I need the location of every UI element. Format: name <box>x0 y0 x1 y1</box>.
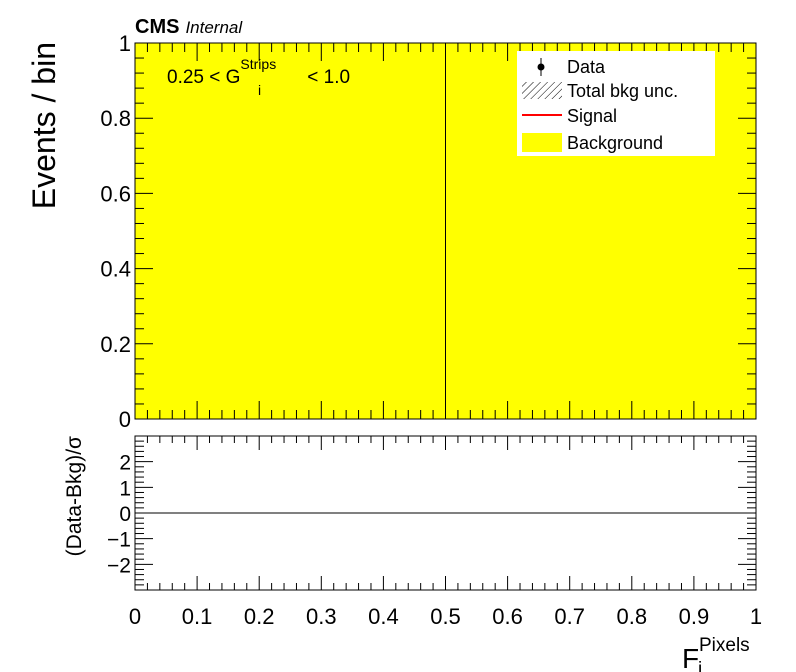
legend-label-background: Background <box>567 133 663 153</box>
cms-label: CMS Internal <box>135 16 243 38</box>
main-axis-ticks <box>134 42 757 420</box>
ratio-y-tick-labels: −2−1 0 12 <box>107 452 131 578</box>
x-tick-label: 1 <box>750 604 762 629</box>
region-label-suffix: < 1.0 <box>302 67 350 88</box>
region-label-superscript: Strips <box>240 56 276 72</box>
ratio-y-tick-label: 1 <box>119 477 131 500</box>
x-axis-title-superscript: Pixels <box>699 635 750 656</box>
data-marker-icon <box>537 63 545 71</box>
x-axis-title-subscript: i <box>698 659 702 672</box>
y-axis-title: Events / bin <box>26 42 62 209</box>
legend-entry-data: Data <box>537 57 606 77</box>
x-tick-label: 0.9 <box>679 604 710 629</box>
ratio-y-tick-label: 0 <box>119 503 131 526</box>
legend-entry-total-bkg-unc: Total bkg unc. <box>522 81 678 101</box>
legend-label-signal: Signal <box>567 106 617 126</box>
ratio-plot-frame <box>134 435 757 591</box>
x-tick-label: 0.8 <box>617 604 648 629</box>
main-plot-frame <box>134 42 757 420</box>
legend-entry-signal: Signal <box>522 106 617 126</box>
hatch-swatch-icon <box>522 82 562 99</box>
x-tick-label: 0.1 <box>182 604 213 629</box>
main-y-tick-label: 1 <box>119 31 131 56</box>
cms-experiment-label: CMS <box>135 16 179 38</box>
x-tick-label: 0.7 <box>554 604 585 629</box>
region-label-prefix: 0.25 < G <box>167 67 240 88</box>
main-y-tick-label: 0 <box>119 407 131 432</box>
main-y-tick-labels: 0 0.2 0.4 0.6 0.8 1 <box>100 31 131 432</box>
ratio-y-tick-label: −2 <box>107 554 131 577</box>
background-swatch-icon <box>522 133 562 152</box>
cms-status-label: Internal <box>185 18 243 37</box>
x-tick-label: 0.6 <box>492 604 523 629</box>
legend-label-data: Data <box>567 57 606 77</box>
main-y-tick-label: 0.2 <box>100 332 131 357</box>
region-label-subscript: i <box>258 82 261 98</box>
ratio-y-tick-label: −1 <box>107 529 131 552</box>
region-label: 0.25 < GStrips i < 1.0 <box>167 56 350 98</box>
ratio-y-tick-label: 2 <box>119 452 131 475</box>
main-y-tick-label: 0.4 <box>100 257 131 282</box>
x-tick-label: 0 <box>129 604 141 629</box>
legend-entry-background: Background <box>522 133 663 153</box>
main-y-tick-label: 0.8 <box>100 106 131 131</box>
x-axis-title-base: F <box>682 643 699 672</box>
x-axis-title: FPixels i <box>682 635 750 672</box>
legend: Data Total bkg unc. Signal Background <box>517 51 715 156</box>
x-tick-labels: 0 0.1 0.2 0.3 0.4 0.5 0.6 0.7 0.8 0.9 1 <box>129 604 762 629</box>
x-tick-label: 0.5 <box>430 604 461 629</box>
background-bar-0 <box>135 43 446 419</box>
x-tick-label: 0.4 <box>368 604 399 629</box>
x-tick-label: 0.3 <box>306 604 337 629</box>
ratio-y-axis-title: (Data-Bkg)/σ <box>63 436 86 556</box>
x-tick-label: 0.2 <box>244 604 275 629</box>
main-panel: 00.20.40.60.81 Events / bin CMS Internal … <box>26 16 757 432</box>
main-y-tick-label: 0.6 <box>100 181 131 206</box>
legend-label-total-bkg-unc: Total bkg unc. <box>567 81 678 101</box>
